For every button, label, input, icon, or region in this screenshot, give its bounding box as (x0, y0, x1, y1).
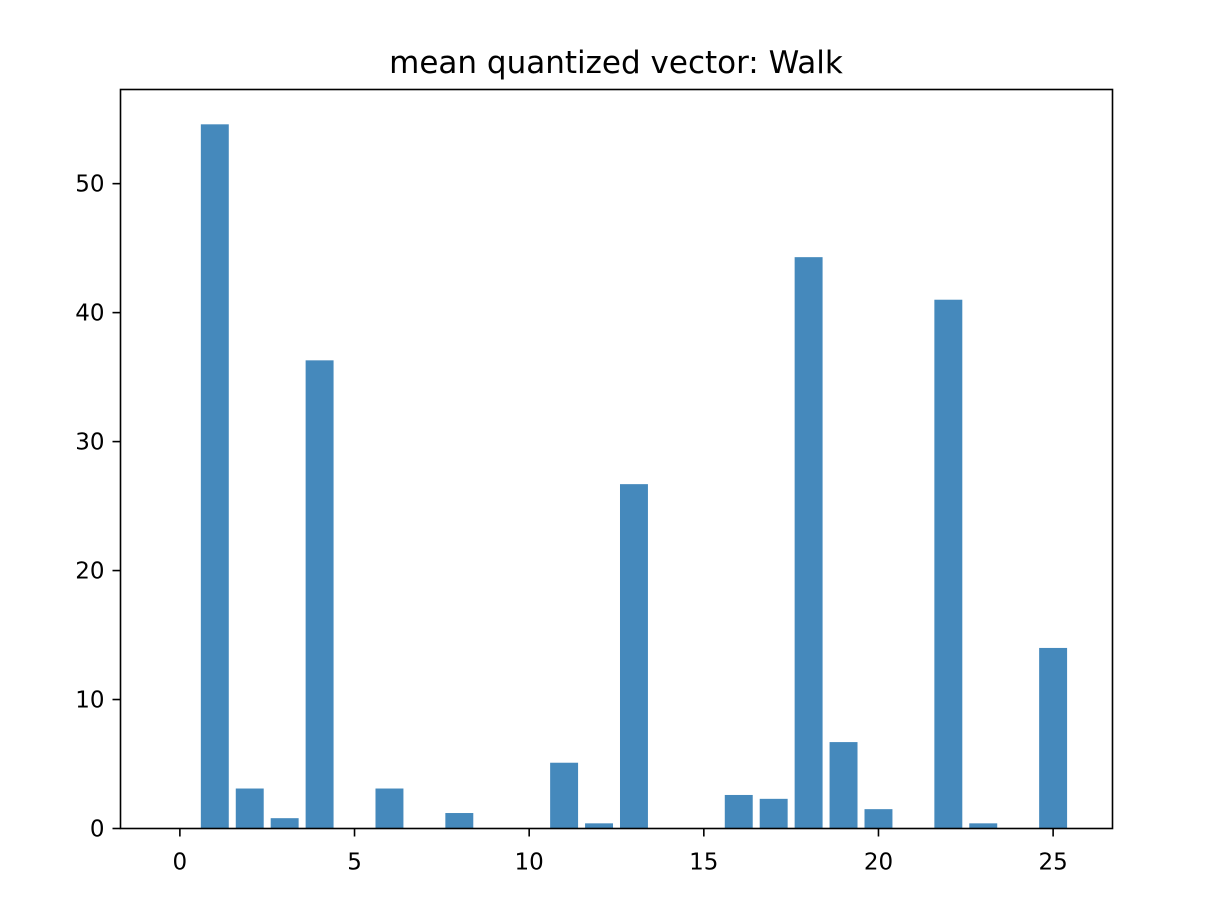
bar-18 (794, 257, 823, 829)
y-tick-label: 30 (75, 430, 104, 456)
y-tick-label: 50 (75, 172, 104, 198)
bar-25 (1039, 647, 1068, 829)
x-tick-label: 15 (689, 850, 718, 876)
x-tick-label: 5 (347, 850, 362, 876)
bar-17 (759, 798, 788, 829)
y-tick-label: 20 (75, 559, 104, 585)
bar-4 (305, 360, 334, 829)
bar-23 (969, 823, 998, 829)
bar-3 (270, 818, 299, 829)
bar-2 (235, 788, 264, 829)
y-tick-label: 10 (75, 688, 104, 714)
chart-title: mean quantized vector: Walk (389, 45, 843, 81)
y-axis: 0 10 20 30 40 50 (75, 172, 121, 843)
bar-16 (724, 794, 753, 829)
x-tick-label: 0 (173, 850, 188, 876)
bars-group (200, 124, 1068, 829)
bar-20 (864, 809, 893, 829)
y-tick-label: 40 (75, 301, 104, 327)
x-tick-label: 20 (864, 850, 893, 876)
bar-6 (375, 788, 404, 829)
x-tick-label: 10 (515, 850, 544, 876)
bar-8 (445, 813, 474, 829)
bar-13 (619, 484, 648, 829)
y-tick-label: 0 (90, 817, 105, 843)
x-axis: 0 5 10 15 20 25 (173, 828, 1068, 876)
bar-19 (829, 742, 858, 829)
bar-1 (200, 124, 229, 829)
bar-12 (585, 823, 614, 829)
bar-11 (550, 762, 579, 829)
x-tick-label: 25 (1038, 850, 1067, 876)
plot-frame (119, 88, 1114, 830)
bar-22 (934, 299, 963, 829)
